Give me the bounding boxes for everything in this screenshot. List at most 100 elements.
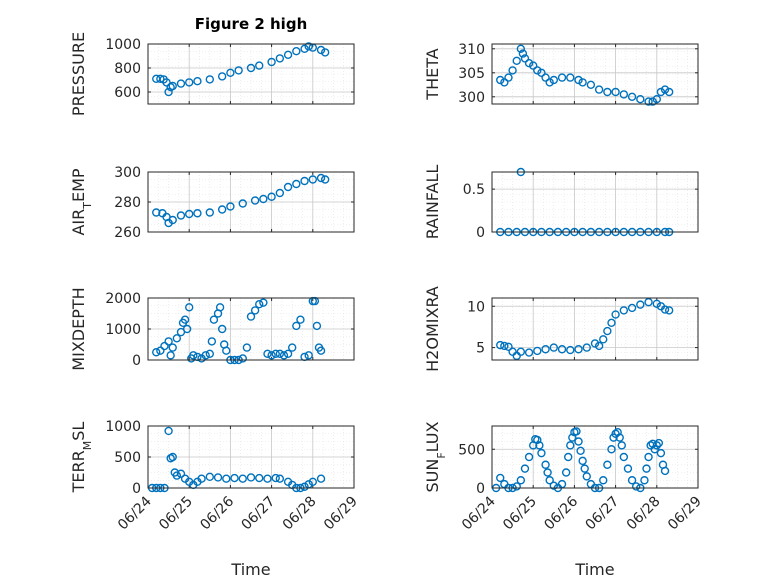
data-point [627, 476, 637, 485]
y-axis-label: THETA [423, 48, 442, 100]
data-point [238, 474, 247, 483]
data-point [518, 49, 528, 58]
data-point [644, 97, 653, 106]
data-point [184, 303, 194, 312]
y-tick-label: 1000 [105, 322, 141, 338]
data-point [615, 433, 624, 442]
data-point [603, 326, 612, 336]
panel-rainfall: 0 0.5 RAINFALL [423, 165, 699, 241]
data-point [660, 85, 670, 94]
y-tick-label: 500 [114, 450, 141, 466]
x-tick-label: 06/28 [624, 494, 664, 534]
panel-h2omixra: 5 10 H2OMIXRA [423, 286, 699, 372]
axes-frame [147, 297, 355, 361]
data-point [627, 92, 637, 102]
data-point [283, 349, 293, 358]
data-point [184, 209, 194, 219]
data-point [574, 75, 583, 85]
data-point [316, 474, 326, 483]
data-point [234, 66, 243, 75]
data-point [292, 179, 301, 189]
data-point [594, 341, 604, 351]
panel-air-temp: 260 280 300 AIRTEMP [69, 165, 355, 241]
data-point [263, 474, 272, 483]
data-point [176, 79, 186, 88]
y-tick-label: 280 [114, 195, 141, 211]
data-point [607, 318, 616, 327]
data-point [619, 306, 629, 315]
data-point [292, 321, 301, 331]
data-point [611, 310, 620, 319]
data-point [533, 346, 542, 356]
data-point [533, 435, 542, 445]
y-tick-label: 500 [458, 442, 485, 458]
data-point [201, 351, 210, 360]
x-tick-label: 06/28 [280, 494, 320, 534]
y-tick-label: 300 [458, 90, 485, 106]
data-point [537, 68, 546, 78]
data-point [172, 334, 182, 343]
y-tick-label: 0 [476, 225, 485, 241]
data-point [271, 349, 280, 358]
data-point [312, 321, 322, 331]
axes-frame [491, 43, 699, 105]
data-point [205, 349, 215, 358]
data-point [168, 215, 177, 225]
data-point [226, 202, 235, 211]
data-point [496, 75, 505, 85]
data-point [607, 445, 616, 454]
data-point [152, 208, 161, 217]
data-point [275, 54, 285, 63]
data-point [205, 75, 215, 84]
data-point [255, 300, 264, 309]
data-point [172, 471, 182, 480]
data-point [524, 59, 534, 68]
data-point [557, 73, 567, 82]
data-point [238, 199, 247, 208]
data-point [255, 61, 264, 70]
y-tick-label: 1000 [105, 419, 141, 435]
data-point [520, 54, 530, 63]
data-point [564, 452, 573, 462]
data-point [549, 343, 558, 352]
data-point [180, 315, 190, 324]
data-point [283, 182, 293, 192]
data-point [623, 464, 633, 473]
data-point [611, 87, 620, 97]
x-axis-label-left: Time [230, 560, 270, 579]
axes-frame [147, 171, 355, 233]
data-point [586, 80, 596, 90]
data-point [537, 448, 546, 458]
data-point [580, 464, 589, 473]
data-point [279, 351, 289, 360]
data-point [642, 464, 651, 473]
data-point [255, 473, 264, 483]
data-point [660, 466, 670, 476]
data-point [292, 47, 301, 56]
data-point [656, 448, 666, 458]
x-tick-label: 06/25 [500, 494, 540, 534]
data-point [516, 44, 526, 53]
y-axis-label: SUNFLUX [423, 421, 448, 492]
data-point [640, 476, 649, 485]
axes-frame [491, 171, 699, 233]
y-tick-label: 0 [132, 353, 141, 369]
data-point [590, 339, 600, 348]
data-point [582, 472, 591, 481]
data-point [308, 175, 317, 184]
data-point [557, 345, 567, 354]
data-point [652, 441, 661, 450]
data-point [660, 305, 670, 314]
data-point [535, 441, 544, 450]
data-point [613, 428, 622, 437]
data-point [176, 211, 186, 220]
data-point [168, 452, 177, 462]
panel-theta: 300 305 310 THETA [423, 42, 699, 106]
data-point [162, 78, 171, 87]
data-point [648, 97, 657, 106]
y-tick-label: 305 [458, 66, 485, 82]
data-point [217, 205, 227, 214]
data-point [316, 173, 326, 183]
data-point [529, 61, 538, 70]
data-point [524, 348, 534, 357]
